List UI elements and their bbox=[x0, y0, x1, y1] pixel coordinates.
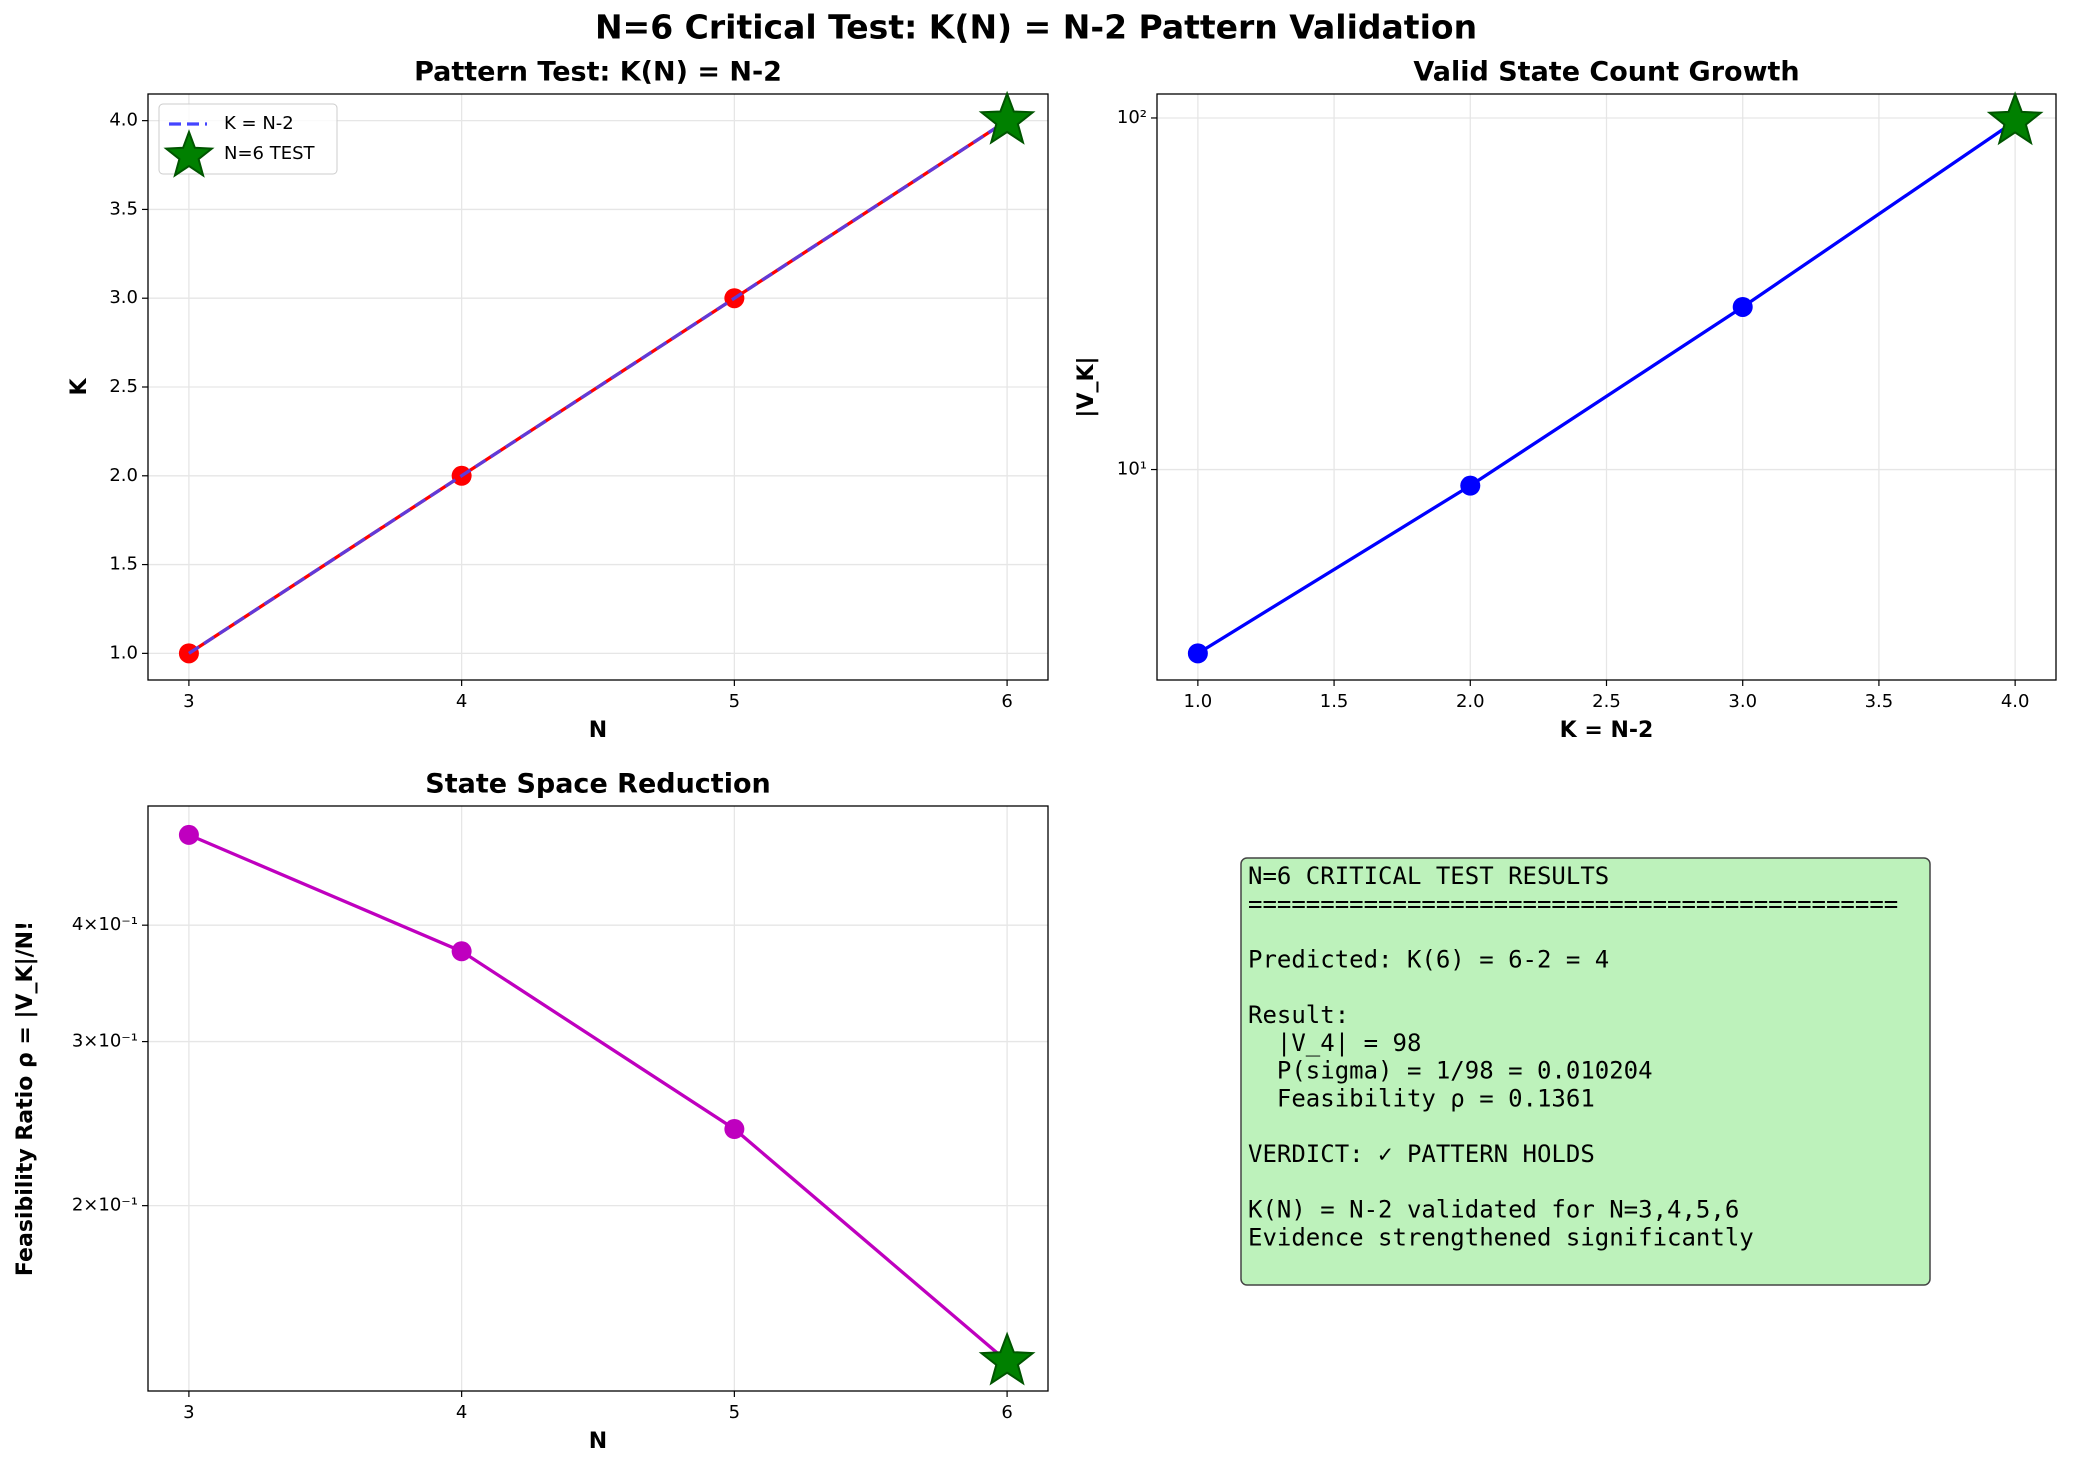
y-tick-label: 3×10⁻¹ bbox=[72, 1031, 138, 1052]
y-tick-label: 10² bbox=[1117, 107, 1147, 128]
y-tick-label: 1.0 bbox=[109, 642, 138, 663]
y-axis-label: |V_K| bbox=[1074, 356, 1099, 417]
text-box-line: ========================================… bbox=[1248, 890, 1898, 918]
text-box bbox=[1240, 857, 1931, 1286]
y-tick-label: 2×10⁻¹ bbox=[72, 1195, 138, 1216]
x-tick-label: 3 bbox=[183, 691, 194, 712]
chart-title: State Space Reduction bbox=[425, 769, 771, 800]
x-tick-label: 6 bbox=[1001, 1402, 1012, 1423]
text-box-line: Predicted: K(6) = 6-2 = 4 bbox=[1248, 945, 1609, 973]
x-tick-label: 3 bbox=[183, 1402, 194, 1423]
x-tick-label: 6 bbox=[1001, 691, 1012, 712]
chart-title: Valid State Count Growth bbox=[1413, 57, 1799, 88]
star-marker bbox=[1986, 91, 2044, 146]
text-box-line: VERDICT: ✓ PATTERN HOLDS bbox=[1248, 1140, 1595, 1168]
y-tick-label: 2.0 bbox=[109, 465, 138, 486]
x-tick-label: 2.0 bbox=[1456, 691, 1485, 712]
series-line bbox=[187, 119, 1009, 655]
x-tick-label: 1.0 bbox=[1184, 691, 1213, 712]
text-box-line: K(N) = N-2 validated for N=3,4,5,6 bbox=[1248, 1196, 1739, 1224]
legend-label: N=6 TEST bbox=[224, 143, 316, 164]
text-box-line: Result: bbox=[1248, 1001, 1349, 1029]
point bbox=[451, 941, 472, 962]
x-tick-label: 3.5 bbox=[1865, 691, 1894, 712]
star-marker bbox=[978, 90, 1036, 145]
y-tick-label: 3.0 bbox=[109, 287, 138, 308]
x-tick-label: 1.5 bbox=[1320, 691, 1349, 712]
plot-frame bbox=[147, 93, 1049, 681]
x-axis-label: K = N-2 bbox=[1560, 718, 1654, 743]
text-box-line: |V_4| = 98 bbox=[1248, 1029, 1421, 1057]
legend-label: K = N-2 bbox=[224, 113, 294, 134]
y-axis-label: K bbox=[67, 378, 92, 396]
point bbox=[724, 1119, 745, 1140]
text-box-line: Evidence strengthened significantly bbox=[1248, 1223, 1754, 1251]
series-line bbox=[1197, 119, 2017, 655]
x-tick-label: 4 bbox=[456, 1402, 467, 1423]
x-axis-label: N bbox=[589, 718, 607, 743]
x-tick-label: 5 bbox=[729, 1402, 740, 1423]
x-tick-label: 3.0 bbox=[1728, 691, 1757, 712]
text-box-line: P(sigma) = 1/98 = 0.010204 bbox=[1248, 1057, 1653, 1085]
point bbox=[1460, 475, 1481, 496]
series-line bbox=[188, 833, 1009, 1363]
x-axis-label: N bbox=[589, 1429, 607, 1454]
point bbox=[1187, 643, 1208, 664]
x-tick-label: 5 bbox=[729, 691, 740, 712]
y-tick-label: 4×10⁻¹ bbox=[72, 914, 138, 935]
point bbox=[178, 824, 199, 845]
x-tick-label: 2.5 bbox=[1592, 691, 1621, 712]
y-axis-label: Feasibility Ratio ρ = |V_K|/N! bbox=[13, 921, 38, 1276]
y-tick-label: 3.5 bbox=[109, 198, 138, 219]
x-tick-label: 4.0 bbox=[2001, 691, 2030, 712]
y-tick-label: 2.5 bbox=[109, 376, 138, 397]
legend-symbol bbox=[163, 129, 215, 178]
chart-title: Pattern Test: K(N) = N-2 bbox=[414, 57, 782, 88]
y-tick-label: 4.0 bbox=[109, 110, 138, 131]
x-tick-label: 4 bbox=[456, 691, 467, 712]
plot-frame bbox=[1156, 93, 2057, 681]
y-tick-label: 1.5 bbox=[109, 554, 138, 575]
plot-frame bbox=[147, 805, 1049, 1392]
text-box-line: Feasibility ρ = 0.1361 bbox=[1248, 1084, 1595, 1112]
text-box-line: N=6 CRITICAL TEST RESULTS bbox=[1248, 862, 1609, 890]
point bbox=[1732, 296, 1753, 317]
star-marker bbox=[978, 1331, 1036, 1386]
y-tick-label: 10¹ bbox=[1117, 459, 1147, 480]
legend-box bbox=[158, 103, 338, 175]
figure-title: N=6 Critical Test: K(N) = N-2 Pattern Va… bbox=[595, 8, 1477, 47]
